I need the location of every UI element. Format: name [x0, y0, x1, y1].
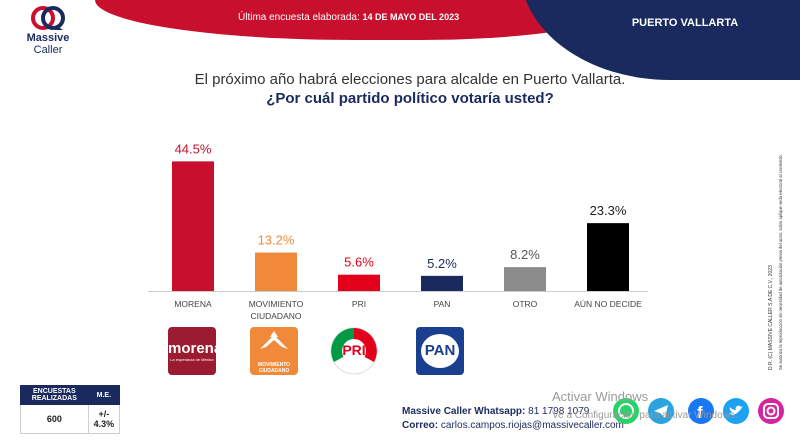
email-contact: Correo: carlos.campos.riojas@massivecall… [402, 420, 624, 431]
whatsapp-label: Massive Caller Whatsapp: [402, 406, 526, 417]
surveys-header: ENCUESTAS REALIZADAS [20, 385, 89, 405]
pri-emblem-icon [330, 327, 378, 375]
bar-1 [255, 252, 297, 291]
question-title: ¿Por cuál partido político votaría usted… [266, 90, 554, 107]
bar-4 [504, 267, 546, 291]
brand-name-line1: Massive [26, 32, 70, 44]
data-label-3: 5.2% [427, 256, 457, 271]
movimiento-ciudadano-logo: MOVIMIENTO CIUDADANO [250, 327, 298, 375]
email-label: Correo: [402, 420, 439, 431]
data-label-5: 23.3% [590, 203, 627, 218]
windows-activation-title: Activar Windows [552, 389, 649, 404]
legal-line-1: D.R. (C) MASSIVE CALLER S.A DE C.V., 202… [768, 265, 774, 370]
data-label-0: 44.5% [175, 141, 212, 156]
legal-line-2: Se autoriza la reproducción sin necesida… [778, 154, 783, 370]
eagle-icon [260, 331, 288, 349]
windows-activation-hint: Ve a Configuración para activar Windows. [552, 410, 738, 421]
pri-logo: PRI [330, 327, 378, 375]
data-label-1: 13.2% [258, 233, 295, 248]
whatsapp-contact: Massive Caller Whatsapp: 81 1798 1079 [402, 406, 589, 417]
methodology-table: ENCUESTAS REALIZADAS M.E. 600 +/- 4.3% [20, 385, 121, 434]
morena-logo-tagline: La esperanza de México [170, 357, 214, 362]
category-label-5: AÚN NO DECIDE [574, 299, 642, 309]
bar-3 [421, 275, 463, 291]
pan-circle [421, 334, 459, 368]
data-label-2: 5.6% [344, 255, 374, 270]
category-label-4: OTRO [513, 299, 538, 309]
survey-date: Última encuesta elaborada: 14 DE MAYO DE… [238, 12, 459, 23]
pan-logo-text: PAN [424, 342, 456, 359]
category-label-1: MOVIMIENTO [249, 299, 304, 309]
svg-text:f: f [697, 403, 703, 422]
morena-logo-text: morena [168, 340, 216, 357]
survey-date-label: Última encuesta elaborada: [238, 12, 360, 23]
surveys-value: 600 [20, 404, 89, 434]
city-label: PUERTO VALLARTA [631, 17, 739, 29]
whatsapp-icon[interactable] [613, 398, 639, 424]
survey-date-value: 14 DE MAYO DEL 2023 [362, 12, 460, 22]
category-label-2: PRI [352, 299, 366, 309]
twitter-icon[interactable] [723, 398, 749, 424]
brand-logo: Massive Caller [18, 4, 78, 62]
brand-name-line2: Caller [33, 44, 63, 56]
bar-5 [587, 223, 629, 291]
margin-header: M.E. [87, 385, 121, 405]
whatsapp-number: 81 1798 1079 [528, 406, 590, 417]
mc-logo-text: MOVIMIENTO CIUDADANO [257, 362, 291, 374]
margin-value: +/- 4.3% [87, 404, 121, 434]
instagram-icon[interactable] [758, 398, 784, 424]
data-label-4: 8.2% [510, 247, 540, 262]
bar-2 [338, 274, 380, 291]
pan-logo: PAN [416, 327, 464, 375]
bar-0 [172, 161, 214, 291]
email-address[interactable]: carlos.campos.riojas@massivecaller.com [440, 420, 624, 431]
question-intro: El próximo año habrá elecciones para alc… [194, 71, 626, 88]
category-label-0: MORENA [174, 299, 212, 309]
pri-logo-text: PRI [342, 342, 366, 358]
morena-logo: morena La esperanza de México [168, 327, 216, 375]
legal-notice: D.R. (C) MASSIVE CALLER S.A DE C.V., 202… [768, 154, 783, 370]
telegram-icon[interactable] [648, 398, 674, 424]
category-label-1-line2: CIUDADANO [250, 311, 301, 321]
facebook-icon[interactable]: f [688, 398, 714, 424]
brand-mark-icon [31, 6, 65, 30]
category-label-3: PAN [434, 299, 451, 309]
